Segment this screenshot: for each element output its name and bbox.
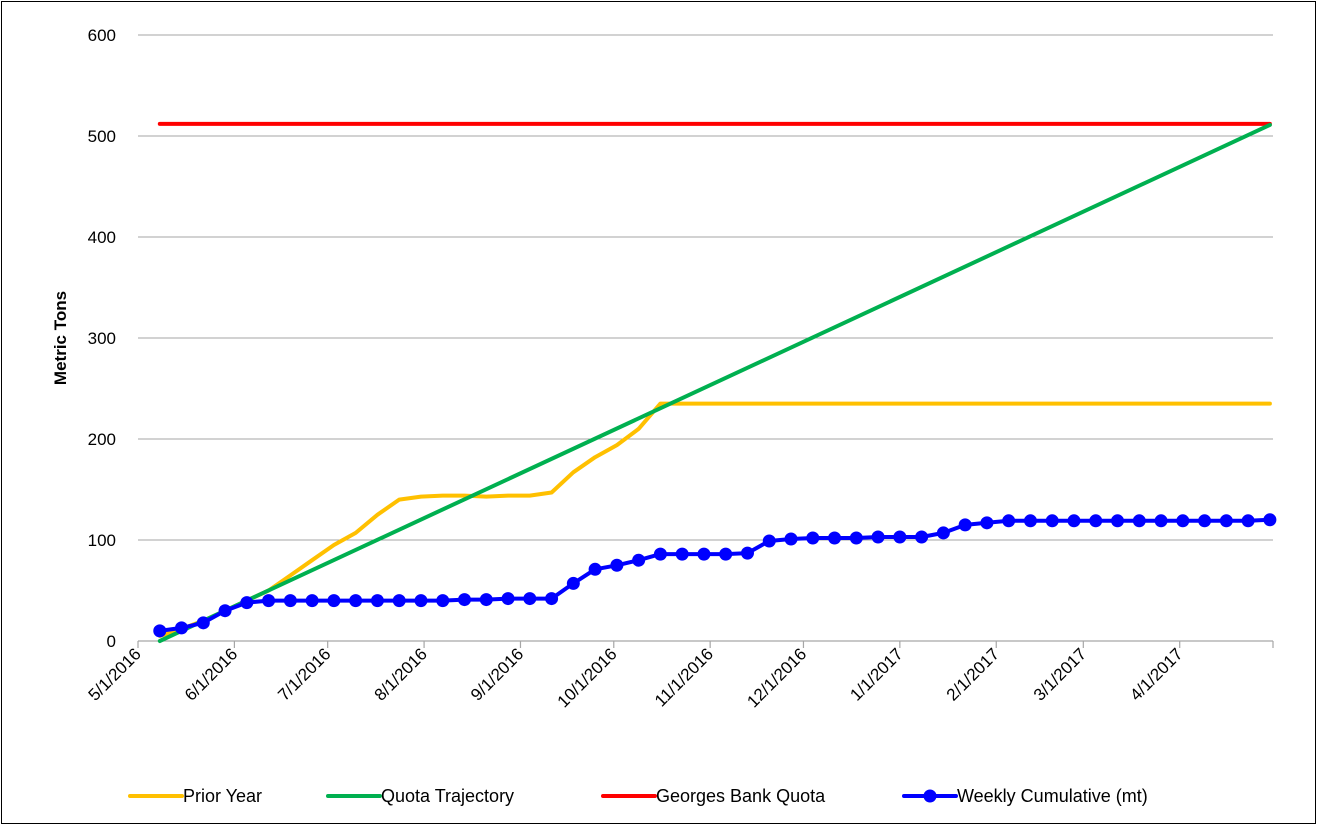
x-tick-label: 6/1/2016 [181,644,241,704]
legend-label: Prior Year [183,786,262,806]
data-point [980,516,994,530]
y-tick-label: 100 [88,531,116,550]
data-point [697,547,711,561]
gridlines [138,34,1273,642]
y-tick-label: 600 [88,26,116,45]
legend-marker [923,789,937,803]
data-point [675,547,689,561]
data-point [806,531,820,545]
data-point [370,594,384,608]
data-point [1023,514,1037,528]
x-tick-label: 10/1/2016 [554,644,621,711]
legend-item: Georges Bank Quota [601,786,826,806]
data-point [196,616,210,630]
y-tick-label: 500 [88,127,116,146]
data-point [153,624,167,638]
x-tick-label: 5/1/2016 [85,644,145,704]
data-point [479,593,493,607]
data-point [523,592,537,606]
data-point [501,592,515,606]
x-tick-label: 2/1/2017 [943,644,1003,704]
data-point [283,594,297,608]
x-tick-label: 11/1/2016 [651,644,717,710]
data-point [240,596,254,610]
data-point [653,547,667,561]
data-point [1002,514,1016,528]
x-tick-label: 12/1/2016 [743,644,810,711]
data-point [1132,514,1146,528]
x-tick-label: 1/1/2017 [846,644,906,704]
x-tick-label: 7/1/2016 [274,644,334,704]
data-point [632,553,646,567]
data-point [762,534,776,548]
data-point [849,531,863,545]
data-point [305,594,319,608]
data-point [893,530,907,544]
data-point [436,594,450,608]
data-point [349,594,363,608]
data-point [175,621,189,635]
y-axis-title: Metric Tons [51,291,70,385]
data-point [566,576,580,590]
data-point [1219,514,1233,528]
data-point [1111,514,1125,528]
data-point [1176,514,1190,528]
series-group [153,121,1277,643]
data-point [719,547,733,561]
data-point [1241,514,1255,528]
x-tick-label: 4/1/2017 [1126,644,1186,704]
data-point [1089,514,1103,528]
data-point [915,530,929,544]
x-tick-label: 8/1/2016 [371,644,431,704]
data-point [327,594,341,608]
series-line-weekly-cumulative-mt [157,517,1272,633]
legend: Prior Year Quota Trajectory Georges Bank Q… [128,786,1148,806]
x-axis: 5/1/2016 6/1/2016 7/1/2016 8/1/2016 9/1/2016… [85,640,1274,711]
y-tick-label: 300 [88,329,116,348]
data-point [262,594,276,608]
y-tick-label: 0 [107,632,116,651]
data-point [1067,514,1081,528]
data-point [871,530,885,544]
data-point [1045,514,1059,528]
legend-item: Prior Year [128,786,262,806]
data-point [936,526,950,540]
data-point [545,592,559,606]
data-point [1263,513,1277,527]
x-tick-label: 3/1/2017 [1030,644,1090,704]
data-point [1154,514,1168,528]
legend-item: Weekly Cumulative (mt) [902,786,1148,806]
legend-label: Quota Trajectory [381,786,514,806]
data-point [1198,514,1212,528]
data-point [610,558,624,572]
data-point [784,532,798,546]
data-point [392,594,406,608]
legend-item: Quota Trajectory [326,786,514,806]
data-point [458,593,472,607]
legend-label: Weekly Cumulative (mt) [957,786,1148,806]
y-axis-ticks: 0 100 200 300 400 500 600 [88,26,116,651]
data-point [958,518,972,532]
y-tick-label: 200 [88,430,116,449]
data-point [588,562,602,576]
data-point [414,594,428,608]
x-tick-label: 9/1/2016 [467,644,527,704]
y-tick-label: 400 [88,228,116,247]
legend-label: Georges Bank Quota [656,786,826,806]
data-point [740,546,754,560]
data-point [218,604,232,618]
series-line-quota-trajectory [157,122,1272,643]
data-point [828,531,842,545]
